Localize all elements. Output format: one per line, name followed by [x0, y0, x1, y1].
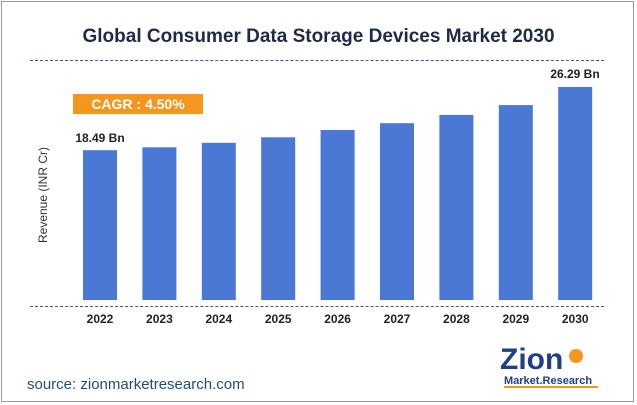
bar-2025	[261, 137, 296, 300]
x-tick-2024: 2024	[205, 312, 232, 326]
title-separator	[30, 60, 604, 61]
x-tick-2026: 2026	[324, 312, 351, 326]
bar-2024	[201, 142, 236, 300]
cagr-badge: CAGR : 4.50%	[73, 94, 203, 114]
x-tick-2028: 2028	[443, 312, 470, 326]
logo-tagline: Market.Research	[504, 375, 592, 387]
bar-2026	[320, 130, 355, 300]
first-value-label: 18.49 Bn	[75, 131, 124, 145]
bar-2027	[380, 123, 414, 300]
x-tick-2027: 2027	[384, 312, 411, 326]
bar-2023	[142, 147, 177, 300]
last-value-label: 26.29 Bn	[550, 67, 599, 81]
bar-2022	[83, 150, 117, 300]
logo-brand: Zion	[500, 343, 563, 376]
x-tick-2023: 2023	[146, 312, 173, 326]
x-tick-2029: 2029	[502, 312, 529, 326]
logo-underline	[504, 386, 598, 388]
axis-separator	[30, 306, 604, 307]
x-tick-2030: 2030	[562, 312, 589, 326]
bar-2030	[558, 87, 593, 300]
bar-2029	[498, 105, 533, 300]
x-tick-2025: 2025	[265, 312, 292, 326]
chart-title: Global Consumer Data Storage Devices Mar…	[82, 26, 555, 47]
zion-logo: Zion Market.Research	[500, 343, 598, 388]
source-text: source: zionmarketresearch.com	[27, 376, 245, 393]
logo-dot	[569, 349, 583, 363]
bar-2028	[439, 114, 474, 301]
x-tick-2022: 2022	[87, 312, 114, 326]
